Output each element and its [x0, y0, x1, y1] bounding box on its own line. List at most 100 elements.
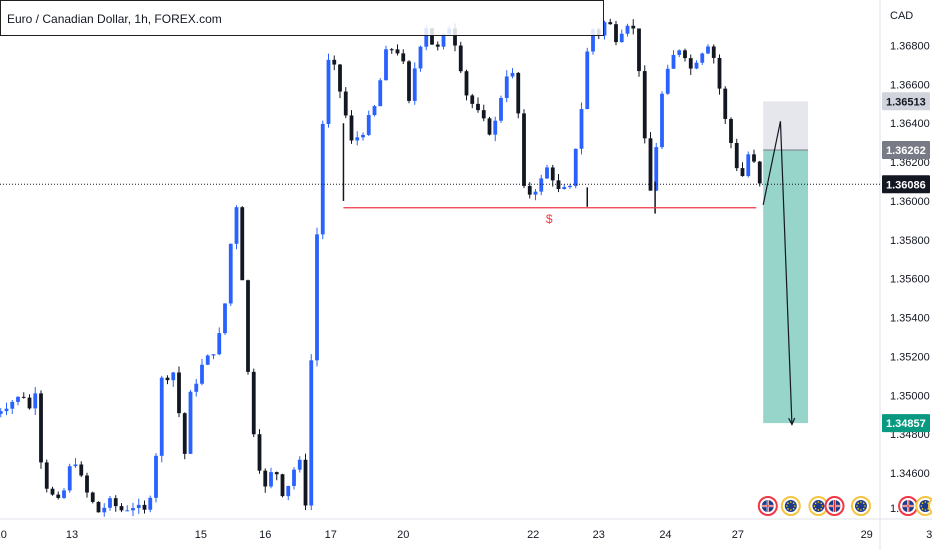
candle-body: [102, 507, 107, 513]
flag-star: [857, 502, 859, 504]
x-tick-label: 15: [195, 529, 207, 541]
candle-body: [142, 504, 147, 510]
candle-body: [274, 472, 279, 475]
gbp-event-icon[interactable]: [898, 496, 919, 516]
candle-body: [510, 72, 515, 77]
flag-star: [820, 508, 823, 510]
flag-star: [921, 508, 924, 510]
x-tick-label: 13: [66, 529, 78, 541]
candle-body: [458, 45, 463, 72]
candle-body: [240, 207, 245, 281]
gbp-event-icon[interactable]: [824, 496, 845, 516]
candle-body: [729, 118, 733, 143]
x-tick-label: 20: [397, 529, 409, 541]
price-badge: [882, 175, 930, 194]
flag-star: [814, 508, 817, 510]
flag-star: [860, 509, 862, 511]
gbp-event-icon[interactable]: [757, 496, 778, 516]
candle-body: [648, 138, 653, 191]
flag-star: [790, 509, 792, 511]
candle-body: [200, 364, 204, 384]
candle-body: [16, 396, 20, 402]
eur-event-icon[interactable]: [915, 496, 932, 516]
y-tick-label: 1.36200: [890, 157, 930, 169]
x-tick-label: 27: [732, 529, 744, 541]
x-tick-label: 30: [926, 529, 932, 541]
candle-body: [487, 118, 492, 135]
y-tick-label: 1.36000: [890, 196, 930, 208]
candle-body: [573, 148, 578, 186]
support-label: $: [546, 212, 553, 226]
candle-body: [389, 49, 394, 51]
candle-body: [562, 187, 567, 190]
candle-body: [50, 488, 55, 495]
candle-body: [516, 72, 521, 114]
candle-body: [171, 372, 176, 381]
candle-body: [113, 498, 118, 507]
candle-body: [424, 28, 429, 47]
candle-body: [205, 355, 210, 365]
price-badge: [882, 141, 930, 160]
candle-body: [757, 161, 762, 184]
y-tick-label: 1.35600: [890, 274, 930, 286]
y-tick-label: 1.36400: [890, 118, 930, 130]
candle-body: [723, 88, 728, 119]
flag-star: [792, 508, 795, 510]
candle-body: [326, 59, 331, 124]
candle-body: [533, 191, 538, 195]
candle-body: [372, 106, 377, 116]
candle-body: [263, 470, 268, 487]
candle-body: [303, 459, 308, 506]
flag-star: [924, 509, 927, 511]
candle-body: [320, 123, 325, 235]
projection-arrowhead: [788, 417, 796, 426]
candle-body: [136, 504, 141, 509]
y-tick-label: 1.35200: [890, 351, 930, 363]
x-tick-label: 23: [593, 529, 605, 541]
candle-body: [568, 185, 572, 188]
flag-star: [857, 508, 859, 510]
eur-event-icon[interactable]: [808, 496, 829, 516]
candle-body: [665, 68, 670, 94]
eur-event-icon[interactable]: [780, 496, 801, 516]
eur-event-icon[interactable]: [850, 496, 871, 516]
candle-body: [286, 485, 291, 497]
candle-body: [660, 93, 664, 148]
candle-body: [246, 280, 250, 372]
flag-star: [920, 505, 923, 507]
candle-body: [188, 391, 193, 454]
flag-star: [817, 501, 820, 503]
price-badge: [882, 414, 930, 433]
candle-body: [85, 475, 89, 493]
candle-body: [257, 434, 262, 471]
x-tick-label: 22: [527, 529, 539, 541]
candle-body: [297, 459, 302, 470]
candle-body: [711, 46, 716, 58]
candle-body: [108, 498, 112, 508]
y-tick-label: 1.35800: [890, 235, 930, 247]
candle-body: [309, 360, 314, 506]
flag-star: [814, 502, 817, 504]
candle-body: [332, 59, 337, 65]
eur-event-icon[interactable]: [928, 497, 932, 515]
symbol-title: Euro / Canadian Dollar, 1h, FOREX.com: [7, 12, 222, 26]
candle-body: [182, 413, 187, 454]
price-badge: [882, 92, 930, 111]
candle-body: [740, 168, 745, 177]
flag-star: [787, 508, 789, 510]
candle-body: [39, 393, 43, 463]
candle-body: [33, 393, 38, 409]
candle-body: [4, 408, 9, 412]
flag-star: [817, 509, 820, 511]
price-badge-label: 1.36262: [886, 145, 926, 157]
flag-star: [856, 505, 858, 507]
candle-body: [441, 34, 446, 47]
candle-body: [223, 303, 227, 334]
candle-body: [366, 115, 371, 135]
candle-body: [44, 462, 49, 489]
flag-star: [860, 501, 862, 503]
candle-body: [62, 490, 66, 498]
candle-body: [0, 411, 3, 414]
